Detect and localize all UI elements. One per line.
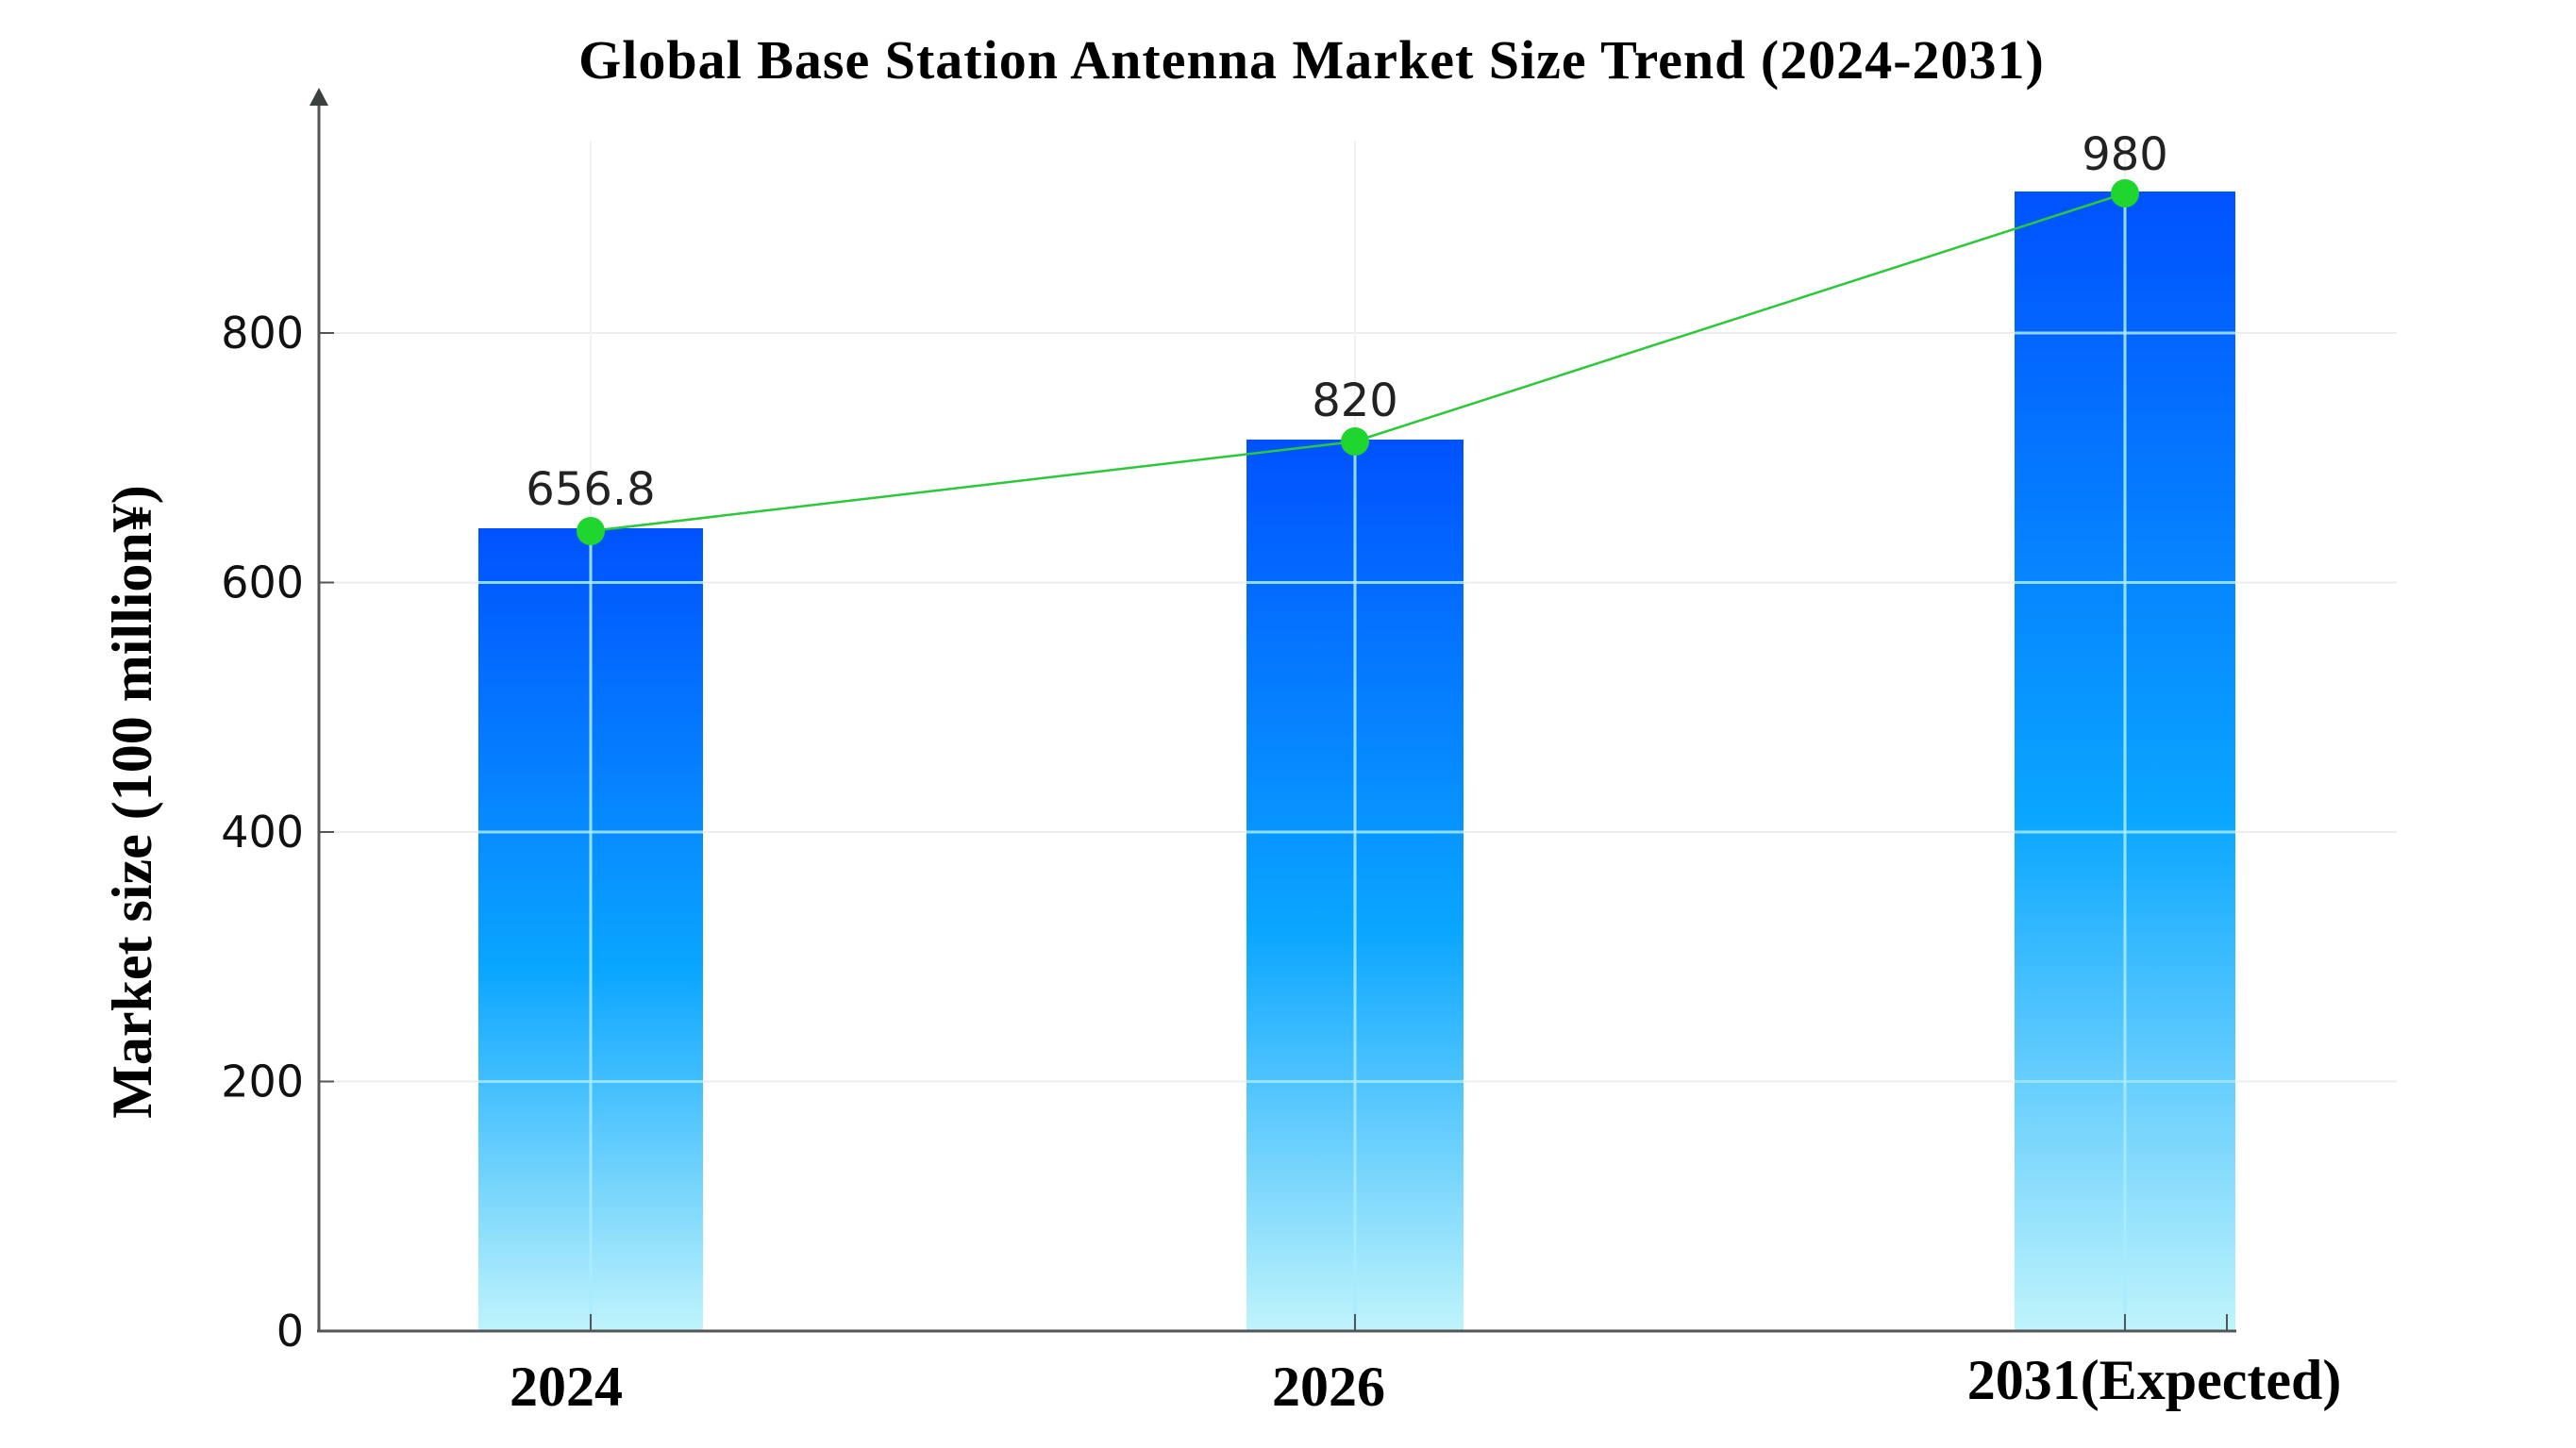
data-label: 980: [2082, 128, 2168, 181]
trend-marker: [2111, 179, 2139, 208]
y-axis-title: Market size (100 million¥): [101, 485, 163, 1119]
y-tick-label: 0: [276, 1306, 304, 1356]
y-ticks: 0 200 400 600 800: [221, 308, 334, 1356]
y-axis-arrow-icon: [309, 88, 328, 106]
chart-title: Global Base Station Antenna Market Size …: [578, 29, 2045, 91]
x-ticks: 2024 2026 2031(Expected): [510, 1314, 2341, 1418]
trend-marker: [1341, 427, 1369, 456]
y-axis: [309, 88, 328, 1331]
x-tick-label: 2024: [510, 1356, 623, 1418]
x-tick-label: 2026: [1272, 1356, 1385, 1418]
bar-gridlines: [478, 191, 2235, 1331]
bars: [478, 191, 2235, 1331]
x-tick-label: 2031(Expected): [1967, 1349, 2342, 1411]
y-tick-label: 200: [221, 1057, 304, 1107]
y-tick-label: 600: [221, 558, 304, 608]
trend-marker: [577, 517, 605, 545]
data-label: 656.8: [526, 463, 655, 516]
data-label: 820: [1312, 374, 1398, 427]
data-labels: 656.8 820 980: [526, 128, 2168, 516]
y-tick-label: 400: [221, 807, 304, 857]
trend-markers: [577, 179, 2139, 545]
y-tick-label: 800: [221, 308, 304, 358]
